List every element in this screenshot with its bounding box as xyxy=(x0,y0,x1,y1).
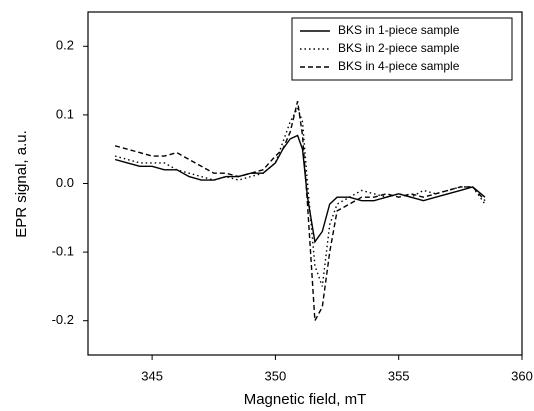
y-tick-label: -0.2 xyxy=(52,312,74,327)
data-line xyxy=(114,101,486,324)
x-axis-title: Magnetic field, mT xyxy=(244,391,367,408)
y-tick-label: 0.2 xyxy=(56,38,74,53)
data-line xyxy=(114,134,486,244)
legend-box xyxy=(291,17,513,81)
legend-label: BKS in 4-piece sample xyxy=(338,59,460,73)
x-tick-label: 350 xyxy=(265,368,287,383)
data-line xyxy=(114,106,486,287)
y-tick-label: -0.1 xyxy=(52,244,74,259)
x-tick-label: 345 xyxy=(141,368,163,383)
y-tick-label: 0.0 xyxy=(56,175,74,190)
x-tick-label: 355 xyxy=(388,368,410,383)
legend-label: BKS in 2-piece sample xyxy=(338,41,460,55)
x-tick-label: 360 xyxy=(511,368,533,383)
y-tick-label: 0.1 xyxy=(56,106,74,121)
y-axis-title: EPR signal, a.u. xyxy=(13,130,30,238)
legend-label: BKS in 1-piece sample xyxy=(338,23,460,37)
